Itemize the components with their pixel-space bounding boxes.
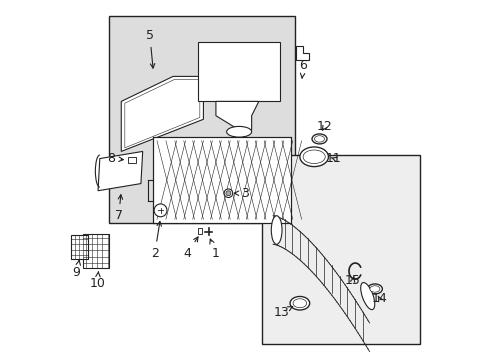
Text: 10: 10	[89, 271, 105, 290]
Text: 3: 3	[234, 187, 249, 200]
Ellipse shape	[303, 150, 325, 163]
Polygon shape	[216, 102, 258, 130]
Circle shape	[224, 189, 232, 198]
Circle shape	[225, 191, 230, 196]
Text: 5: 5	[145, 29, 155, 68]
FancyBboxPatch shape	[108, 16, 294, 223]
Text: 8: 8	[107, 152, 123, 165]
Ellipse shape	[271, 216, 282, 244]
Text: 13: 13	[274, 306, 292, 319]
Polygon shape	[98, 152, 142, 191]
Ellipse shape	[311, 134, 326, 144]
Ellipse shape	[369, 286, 379, 292]
Ellipse shape	[289, 296, 309, 310]
Text: 12: 12	[316, 120, 332, 133]
Text: 14: 14	[371, 292, 386, 305]
Polygon shape	[296, 46, 308, 60]
FancyBboxPatch shape	[262, 155, 419, 344]
Text: 15: 15	[345, 274, 360, 287]
Bar	[128, 157, 136, 163]
Circle shape	[154, 204, 166, 217]
Text: 11: 11	[325, 152, 341, 165]
Ellipse shape	[292, 299, 306, 308]
Polygon shape	[198, 42, 280, 102]
Ellipse shape	[366, 284, 382, 294]
Text: 4: 4	[183, 237, 198, 260]
Polygon shape	[153, 137, 290, 223]
Ellipse shape	[226, 126, 251, 137]
Ellipse shape	[299, 147, 328, 167]
Bar	[71, 235, 88, 258]
Ellipse shape	[360, 283, 374, 310]
Text: 7: 7	[115, 195, 122, 222]
Text: 1: 1	[209, 239, 220, 260]
Bar	[198, 228, 202, 234]
Text: 2: 2	[151, 221, 161, 260]
Polygon shape	[121, 76, 203, 152]
Text: 9: 9	[73, 260, 81, 279]
Ellipse shape	[314, 136, 324, 142]
Bar	[82, 234, 109, 267]
Text: 6: 6	[299, 59, 307, 78]
